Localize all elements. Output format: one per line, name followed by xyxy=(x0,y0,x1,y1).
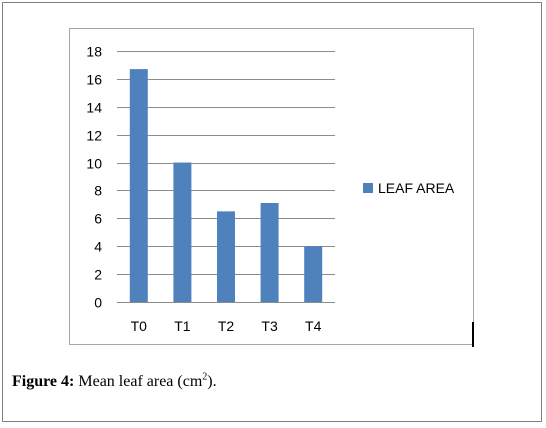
chart-border-edge xyxy=(472,322,474,347)
bar-t4 xyxy=(304,246,323,302)
bar-t0 xyxy=(129,69,148,302)
y-tick-label: 14 xyxy=(86,100,102,116)
bar-t1 xyxy=(173,162,192,302)
y-tick-label: 4 xyxy=(94,239,102,255)
y-tick-label: 18 xyxy=(86,44,102,60)
y-axis-ticks: 0 2 4 6 8 10 12 14 16 18 xyxy=(86,44,102,311)
x-tick-label: T1 xyxy=(174,318,191,334)
caption-suffix: ). xyxy=(207,373,217,390)
y-tick-label: 8 xyxy=(94,183,102,199)
y-tick-label: 16 xyxy=(86,72,102,88)
legend: LEAF AREA xyxy=(363,180,455,196)
x-tick-label: T4 xyxy=(305,318,322,334)
legend-swatch xyxy=(363,183,373,193)
y-tick-label: 0 xyxy=(94,295,102,311)
caption-text: Mean leaf area (cm xyxy=(74,373,203,390)
x-tick-label: T2 xyxy=(218,318,235,334)
y-tick-label: 2 xyxy=(94,267,102,283)
y-tick-label: 6 xyxy=(94,211,102,227)
y-tick-label: 10 xyxy=(86,156,102,172)
legend-label: LEAF AREA xyxy=(378,180,455,196)
caption-superscript: 2 xyxy=(202,371,208,383)
y-tick-label: 12 xyxy=(86,128,102,144)
bar-t2 xyxy=(217,211,235,302)
x-tick-label: T0 xyxy=(131,318,148,334)
x-axis-ticks: T0 T1 T2 T3 T4 xyxy=(131,318,322,334)
caption-label: Figure 4: xyxy=(12,373,75,390)
x-tick-label: T3 xyxy=(261,318,278,334)
bars xyxy=(129,69,323,302)
bar-t3 xyxy=(260,202,279,302)
figure-caption: Figure 4: Mean leaf area (cm2). xyxy=(12,371,217,391)
